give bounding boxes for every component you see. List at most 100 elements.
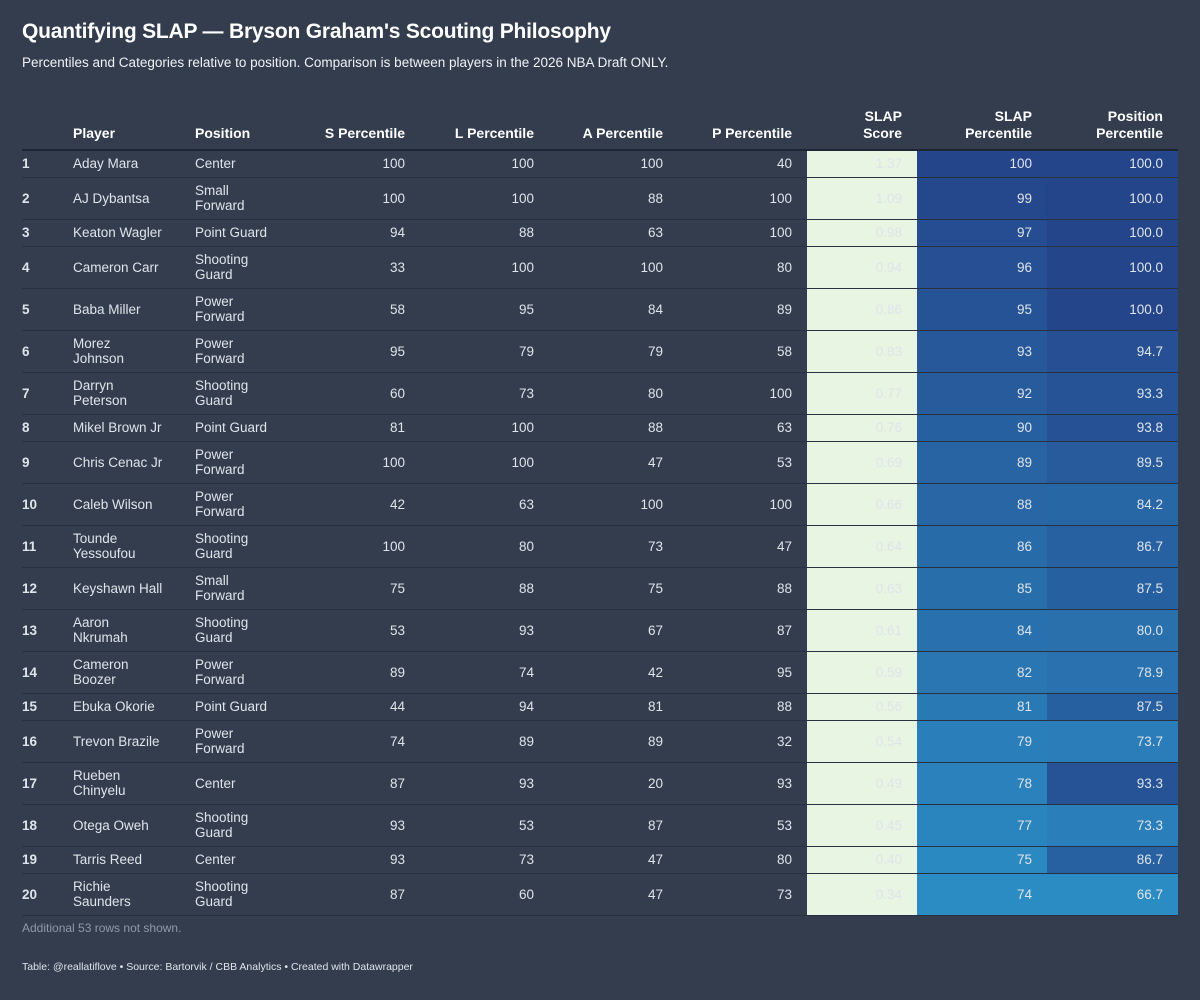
- table-row: 7 Darryn Peterson Shooting Guard 60 73 80 100 0.7…: [22, 372, 1178, 415]
- player-name-line: Nkrumah: [73, 630, 128, 645]
- l-percentile-cell: 93: [420, 609, 549, 652]
- player-name-cell: Trevon Brazile: [73, 720, 195, 763]
- slap-score-cell: 1.09: [807, 177, 917, 220]
- player-name-line: Johnson: [73, 351, 125, 366]
- a-percentile-cell: 88: [549, 177, 678, 220]
- p-percentile-cell: 87: [678, 609, 807, 652]
- position-line: Shooting: [195, 615, 249, 630]
- position-percentile-cell: 94.7: [1047, 330, 1178, 373]
- a-percentile-cell: 84: [549, 288, 678, 331]
- p-percentile-cell: 80: [678, 246, 807, 289]
- position-cell: Point Guard: [195, 414, 291, 442]
- position-cell: Shooting Guard: [195, 525, 291, 568]
- position-cell: Shooting Guard: [195, 873, 291, 916]
- s-percentile-cell: 93: [291, 846, 420, 874]
- slap-percentile-cell: 86: [917, 525, 1047, 568]
- player-name-line: Richie: [73, 879, 111, 894]
- player-name-line: Darryn: [73, 378, 114, 393]
- player-name-line: Morez: [73, 336, 111, 351]
- rank-cell: 20: [22, 873, 73, 916]
- slap-score-cell: 0.64: [807, 525, 917, 568]
- rank-cell: 1: [22, 150, 73, 178]
- player-name-cell: AJ Dybantsa: [73, 177, 195, 220]
- player-name-line: Yessoufou: [73, 546, 136, 561]
- player-name-cell: Richie Saunders: [73, 873, 195, 916]
- table-row: 17 Rueben Chinyelu Center 87 93 20 93 0.49 78 93.3: [22, 762, 1178, 805]
- p-percentile-cell: 73: [678, 873, 807, 916]
- position-cell: Power Forward: [195, 330, 291, 373]
- slap-percentile-cell: 75: [917, 846, 1047, 874]
- slap-score-cell: 0.83: [807, 330, 917, 373]
- position-cell: Power Forward: [195, 651, 291, 694]
- slap-score-cell: 0.77: [807, 372, 917, 415]
- chart-subtitle: Percentiles and Categories relative to p…: [22, 55, 669, 70]
- position-percentile-cell: 100.0: [1047, 246, 1178, 289]
- l-percentile-cell: 100: [420, 246, 549, 289]
- slap-score-cell: 0.54: [807, 720, 917, 763]
- rank-cell: 17: [22, 762, 73, 805]
- position-percentile-cell: 78.9: [1047, 651, 1178, 694]
- rank-cell: 11: [22, 525, 73, 568]
- l-percentile-cell: 100: [420, 414, 549, 442]
- position-line: Shooting: [195, 252, 249, 267]
- p-percentile-cell: 100: [678, 219, 807, 247]
- player-name-cell: Aaron Nkrumah: [73, 609, 195, 652]
- l-percentile-cell: 95: [420, 288, 549, 331]
- slap-score-cell: 0.94: [807, 246, 917, 289]
- header-slap-score: SLAP Score: [807, 96, 917, 151]
- s-percentile-cell: 100: [291, 150, 420, 178]
- header-rank: [22, 96, 73, 151]
- s-percentile-cell: 87: [291, 873, 420, 916]
- player-name-line: Boozer: [73, 672, 116, 687]
- rank-cell: 12: [22, 567, 73, 610]
- s-percentile-cell: 44: [291, 693, 420, 721]
- position-line: Forward: [195, 672, 245, 687]
- slap-score-cell: 0.61: [807, 609, 917, 652]
- header-player: Player: [73, 96, 195, 151]
- position-line: Guard: [195, 894, 233, 909]
- header-line: Score: [863, 125, 902, 141]
- s-percentile-cell: 89: [291, 651, 420, 694]
- a-percentile-cell: 100: [549, 150, 678, 178]
- slap-percentile-cell: 85: [917, 567, 1047, 610]
- position-cell: Power Forward: [195, 288, 291, 331]
- position-percentile-cell: 93.3: [1047, 762, 1178, 805]
- slap-percentile-cell: 79: [917, 720, 1047, 763]
- position-cell: Point Guard: [195, 219, 291, 247]
- slap-percentile-cell: 84: [917, 609, 1047, 652]
- player-name-line: Peterson: [73, 393, 128, 408]
- position-percentile-cell: 93.8: [1047, 414, 1178, 442]
- position-line: Guard: [195, 267, 233, 282]
- position-percentile-cell: 87.5: [1047, 693, 1178, 721]
- slap-percentile-cell: 90: [917, 414, 1047, 442]
- rank-cell: 8: [22, 414, 73, 442]
- position-line: Guard: [195, 825, 233, 840]
- position-percentile-cell: 93.3: [1047, 372, 1178, 415]
- l-percentile-cell: 94: [420, 693, 549, 721]
- header-slap-percentile: SLAP Percentile: [917, 96, 1047, 151]
- l-percentile-cell: 79: [420, 330, 549, 373]
- player-name-cell: Aday Mara: [73, 150, 195, 178]
- position-cell: Shooting Guard: [195, 609, 291, 652]
- position-percentile-cell: 73.7: [1047, 720, 1178, 763]
- a-percentile-cell: 89: [549, 720, 678, 763]
- table-body: 1 Aday Mara Center 100 100 100 40 1.37 100 100.0 2…: [22, 150, 1178, 916]
- position-line: Forward: [195, 504, 245, 519]
- s-percentile-cell: 58: [291, 288, 420, 331]
- player-name-cell: Rueben Chinyelu: [73, 762, 195, 805]
- rank-cell: 18: [22, 804, 73, 847]
- a-percentile-cell: 42: [549, 651, 678, 694]
- slap-table: Player Position S Percentile L Percentil…: [22, 96, 1178, 916]
- position-line: Forward: [195, 198, 245, 213]
- rank-cell: 7: [22, 372, 73, 415]
- header-position-percentile: Position Percentile: [1047, 96, 1178, 151]
- l-percentile-cell: 100: [420, 150, 549, 178]
- a-percentile-cell: 100: [549, 483, 678, 526]
- position-line: Small: [195, 183, 229, 198]
- position-cell: Power Forward: [195, 483, 291, 526]
- table-row: 13 Aaron Nkrumah Shooting Guard 53 93 67 87 0.61 8…: [22, 609, 1178, 652]
- slap-percentile-cell: 96: [917, 246, 1047, 289]
- slap-percentile-cell: 100: [917, 150, 1047, 178]
- table-row: 15 Ebuka Okorie Point Guard 44 94 81 88 0.56 81 8…: [22, 693, 1178, 721]
- slap-score-cell: 0.66: [807, 483, 917, 526]
